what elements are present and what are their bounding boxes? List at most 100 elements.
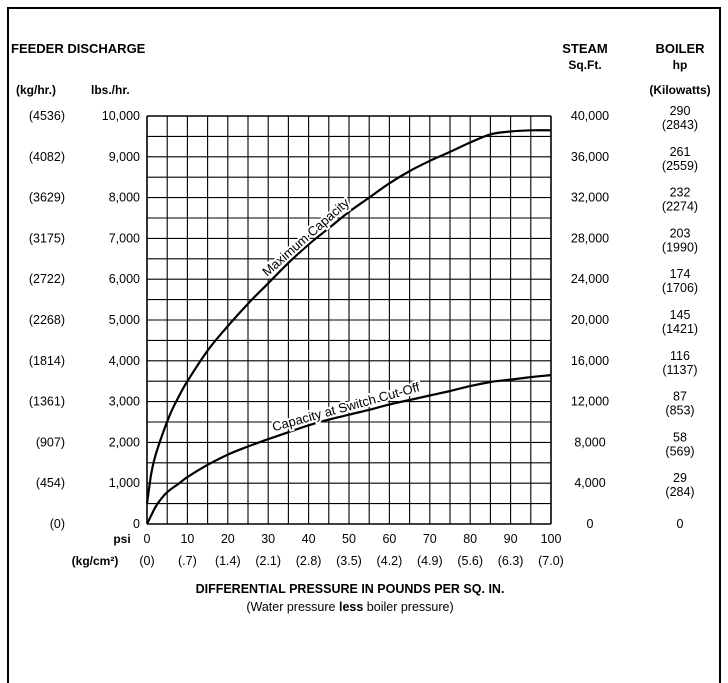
x-tick-kg: (7.0) xyxy=(538,554,564,568)
x-tick-kg: (0) xyxy=(139,554,154,568)
y-tick-kw: (853) xyxy=(665,404,694,418)
y-tick-lbs: 10,000 xyxy=(102,109,140,123)
y-tick-kw: (569) xyxy=(665,444,694,458)
x-tick-kg: (1.4) xyxy=(215,554,241,568)
x-tick-psi: 20 xyxy=(221,532,235,546)
y-tick-kg: (2268) xyxy=(29,313,65,327)
y-tick-hp: 290 xyxy=(670,104,691,118)
y-tick-steam: 36,000 xyxy=(571,150,609,164)
y-tick-hp: 145 xyxy=(670,308,691,322)
y-tick-kg: (4082) xyxy=(29,150,65,164)
x-tick-kg: (4.9) xyxy=(417,554,443,568)
y-tick-steam: 16,000 xyxy=(571,354,609,368)
x-tick-kg: (4.2) xyxy=(377,554,403,568)
series-lines xyxy=(145,129,552,525)
x-axis-subtitle-pre: (Water pressure xyxy=(246,600,339,614)
y-tick-lbs: 8,000 xyxy=(109,191,140,205)
y-tick-kw: (2274) xyxy=(662,200,698,214)
y-tick-kg: (1361) xyxy=(29,395,65,409)
outer-border xyxy=(7,7,721,683)
chart-title: FEEDER DISCHARGE xyxy=(11,41,146,56)
y-tick-kw: (284) xyxy=(665,485,694,499)
y-tick-hp: 116 xyxy=(670,349,690,363)
y-tick-kg: (3175) xyxy=(29,231,65,245)
steam-header: STEAM xyxy=(562,41,608,56)
y-tick-kg: (4536) xyxy=(29,109,65,123)
x-tick-psi: 0 xyxy=(144,532,151,546)
x-tick-kg: (2.8) xyxy=(296,554,322,568)
x-axis-subtitle-bold: less xyxy=(339,600,363,614)
y-tick-kw: (1137) xyxy=(662,363,697,377)
y-tick-steam: 8,000 xyxy=(574,435,605,449)
y-tick-lbs: 3,000 xyxy=(109,395,140,409)
y-tick-kg: (0) xyxy=(50,517,65,531)
x-tick-psi: 60 xyxy=(382,532,396,546)
x-tick-psi: 90 xyxy=(504,532,518,546)
y-tick-kw: (2559) xyxy=(662,159,698,173)
x-tick-kg: (5.6) xyxy=(457,554,483,568)
y-tick-hp: 0 xyxy=(677,517,684,531)
y-tick-steam: 20,000 xyxy=(571,313,609,327)
y-tick-steam: 40,000 xyxy=(571,109,609,123)
y-tick-steam: 28,000 xyxy=(571,231,609,245)
y-tick-hp: 174 xyxy=(670,267,691,281)
axis-tick-labels: (0) 0 0 0(454) 1,000 4,000 29(284)(907) 2,000 8,… xyxy=(29,104,698,568)
y-tick-lbs: 9,000 xyxy=(109,150,140,164)
y-tick-hp: 29 xyxy=(673,471,687,485)
y-tick-hp: 203 xyxy=(670,226,691,240)
maximum-capacity-label: Maximum Capacity xyxy=(259,195,352,280)
x-tick-kg: (.7) xyxy=(178,554,197,568)
psi-unit-label: psi xyxy=(113,532,130,546)
y-tick-lbs: 5,000 xyxy=(109,313,140,327)
y-tick-kg: (3629) xyxy=(29,191,65,205)
y-tick-kw: (1990) xyxy=(662,240,698,254)
y-tick-steam: 32,000 xyxy=(571,191,609,205)
y-tick-steam: 12,000 xyxy=(571,395,609,409)
y-tick-hp: 58 xyxy=(673,430,687,444)
y-tick-lbs: 1,000 xyxy=(109,476,140,490)
x-axis-subtitle-post: boiler pressure) xyxy=(363,600,453,614)
x-tick-psi: 40 xyxy=(302,532,316,546)
y-tick-lbs: 4,000 xyxy=(109,354,140,368)
y-tick-lbs: 0 xyxy=(133,517,140,531)
y-tick-kw: (2843) xyxy=(662,118,698,132)
x-axis-title: DIFFERENTIAL PRESSURE IN POUNDS PER SQ. … xyxy=(196,582,505,596)
y-tick-kw: (1706) xyxy=(662,281,698,295)
y-tick-hp: 232 xyxy=(670,186,691,200)
x-tick-kg: (3.5) xyxy=(336,554,362,568)
steam-sqft-header: Sq.Ft. xyxy=(568,58,601,72)
maximum-capacity-line xyxy=(145,129,552,504)
y-tick-kg: (2722) xyxy=(29,272,65,286)
kg-hr-header: (kg/hr.) xyxy=(16,83,56,97)
x-tick-psi: 50 xyxy=(342,532,356,546)
y-tick-kw: (1421) xyxy=(662,322,698,336)
switch-cutoff-label: Capacity at Switch Cut-Off xyxy=(270,379,421,434)
plot-grid xyxy=(146,115,552,525)
boiler-hp-header: hp xyxy=(673,58,688,72)
y-tick-kg: (454) xyxy=(36,476,65,490)
y-tick-steam: 4,000 xyxy=(574,476,605,490)
x-tick-psi: 80 xyxy=(463,532,477,546)
y-tick-lbs: 6,000 xyxy=(109,272,140,286)
x-tick-psi: 10 xyxy=(180,532,194,546)
y-tick-lbs: 7,000 xyxy=(109,231,140,245)
x-tick-kg: (6.3) xyxy=(498,554,524,568)
x-tick-kg: (2.1) xyxy=(255,554,281,568)
y-tick-steam: 24,000 xyxy=(571,272,609,286)
switch-cutoff-capacity-line xyxy=(146,374,552,525)
x-tick-psi: 100 xyxy=(541,532,562,546)
y-tick-kg: (1814) xyxy=(29,354,65,368)
boiler-header: BOILER xyxy=(655,41,705,56)
y-tick-steam: 0 xyxy=(587,517,594,531)
kilowatts-header: (Kilowatts) xyxy=(649,83,710,97)
y-tick-kg: (907) xyxy=(36,435,65,449)
y-tick-hp: 87 xyxy=(673,390,687,404)
y-tick-hp: 261 xyxy=(670,145,691,159)
y-tick-lbs: 2,000 xyxy=(109,435,140,449)
x-axis-subtitle: (Water pressure less boiler pressure) xyxy=(246,600,453,614)
kg-cm2-unit-label: (kg/cm²) xyxy=(72,554,119,568)
x-tick-psi: 30 xyxy=(261,532,275,546)
x-tick-psi: 70 xyxy=(423,532,437,546)
